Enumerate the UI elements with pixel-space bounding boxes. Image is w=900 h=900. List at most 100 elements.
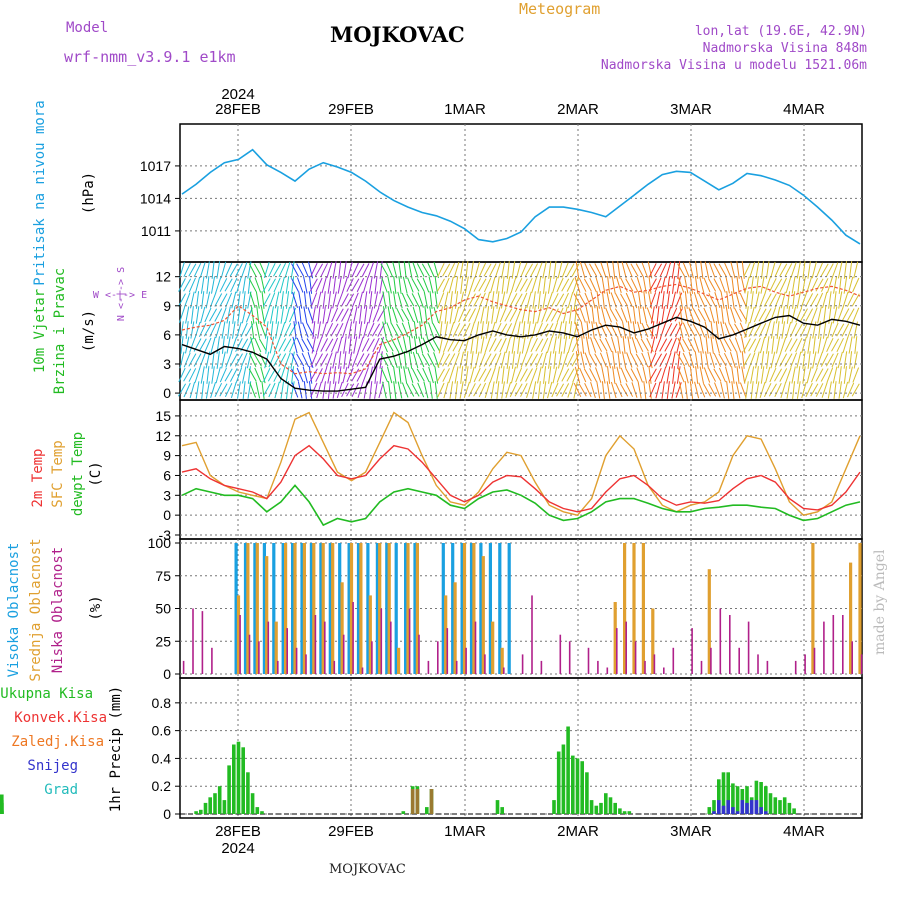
- wind-barb: [769, 278, 777, 292]
- bottom-year-label: 2024: [221, 840, 254, 857]
- wind-barb: [241, 262, 248, 278]
- wind-barb: [283, 338, 292, 352]
- wind-barb: [362, 276, 369, 294]
- precip-total-bar: [203, 802, 208, 814]
- wind-barb: [827, 381, 832, 399]
- wind-barb: [442, 337, 450, 353]
- wind-barb: [453, 306, 460, 324]
- wind-barb: [548, 366, 552, 384]
- wind-barb: [676, 366, 681, 384]
- wind-barb: [807, 351, 811, 369]
- wind-barb: [558, 336, 562, 354]
- high-cloud-bar: [347, 543, 351, 674]
- wind-barb: [219, 367, 227, 383]
- wind-barb: [416, 368, 425, 382]
- wind-barb: [781, 321, 786, 339]
- wind-barb: [620, 307, 628, 323]
- wind-barb: [353, 306, 358, 324]
- wind-barb: [490, 276, 496, 294]
- wind-barb: [267, 278, 276, 292]
- wind-barb: [596, 291, 600, 309]
- wind-barb: [692, 308, 701, 322]
- wind-barb: [515, 367, 523, 383]
- high-cloud-bar: [319, 543, 323, 674]
- wind-barb: [520, 383, 528, 397]
- wind-barb: [606, 351, 612, 369]
- wind-barb: [710, 336, 714, 354]
- wind-barb: [246, 351, 252, 369]
- wind-barb: [753, 337, 761, 353]
- wind-barb: [553, 261, 557, 279]
- wind-barb: [225, 292, 233, 308]
- bottom-date-label-4: 3MAR: [670, 823, 712, 840]
- mid-cloud-bar: [481, 556, 485, 674]
- wind-barb: [351, 382, 359, 398]
- wind-barb: [240, 352, 248, 368]
- wind-barb: [573, 291, 578, 309]
- low-cloud-bar: [531, 595, 533, 674]
- high-cloud-bar: [253, 543, 257, 674]
- wind-barb: [615, 322, 622, 338]
- wind-barb: [546, 336, 553, 354]
- ytick-label-p3-3: 75: [155, 568, 171, 584]
- wind-barb: [659, 338, 668, 352]
- wind-barb: [422, 367, 430, 383]
- wind-barb: [262, 293, 271, 307]
- low-cloud-bar: [644, 660, 646, 674]
- wind-barb: [433, 261, 439, 279]
- wind-barb: [274, 381, 280, 399]
- precip-total-bar: [745, 786, 749, 814]
- wind-barb: [514, 383, 523, 397]
- wind-barb: [677, 261, 681, 279]
- wind-barb: [332, 261, 337, 279]
- wind-barb: [401, 308, 410, 322]
- wind-barb: [683, 366, 689, 384]
- wind-barb: [459, 261, 464, 279]
- top-date-label-0: 28FEB: [215, 101, 261, 118]
- wind-barb: [789, 338, 798, 352]
- wind-barb: [836, 323, 845, 337]
- wind-barb: [770, 321, 775, 339]
- wind-barb: [740, 276, 746, 294]
- wind-barb: [260, 276, 266, 294]
- wind-barb: [585, 306, 591, 324]
- cloud-axis-unit: (%): [88, 595, 104, 620]
- wind-barb: [552, 276, 558, 294]
- mid-cloud-bar: [849, 562, 853, 674]
- wind-barb: [815, 292, 824, 308]
- wind-barb: [417, 292, 424, 308]
- wind-barb: [637, 321, 643, 339]
- low-cloud-bar: [672, 647, 675, 674]
- wind-barb: [524, 263, 534, 277]
- wind-barb: [253, 263, 262, 277]
- precip-legend-1: Konvek.Kisa: [14, 710, 107, 726]
- wind-barb: [460, 276, 464, 294]
- wind-barb: [800, 292, 808, 308]
- wind-barb: [278, 338, 287, 352]
- wind-barb: [626, 352, 633, 368]
- wind-barb: [517, 336, 521, 354]
- top-date-label-4: 3MAR: [670, 101, 712, 118]
- wind-barb: [374, 381, 378, 399]
- wind-barb: [739, 382, 747, 398]
- wind-barb: [284, 261, 291, 279]
- top-date-label-3: 2MAR: [557, 101, 599, 118]
- wind-barb: [661, 381, 665, 399]
- wind-barb: [488, 338, 497, 352]
- wind-barb: [412, 306, 419, 324]
- wind-barb: [573, 308, 582, 322]
- ytick-label-p1-0: 0: [163, 385, 171, 401]
- wind-barb: [268, 292, 276, 308]
- wind-barb: [356, 263, 365, 277]
- low-cloud-bar: [860, 654, 863, 674]
- precip-total-bar: [222, 800, 227, 814]
- wind-barb: [214, 308, 223, 322]
- wind-barb: [291, 352, 299, 368]
- low-cloud-bar: [503, 667, 505, 674]
- mid-cloud-bar: [707, 569, 711, 674]
- wind-barb: [584, 292, 592, 308]
- mid-cloud-bar: [246, 543, 250, 674]
- wind-barb: [780, 381, 787, 399]
- wind-barb: [801, 381, 807, 399]
- wind-barb: [433, 306, 440, 324]
